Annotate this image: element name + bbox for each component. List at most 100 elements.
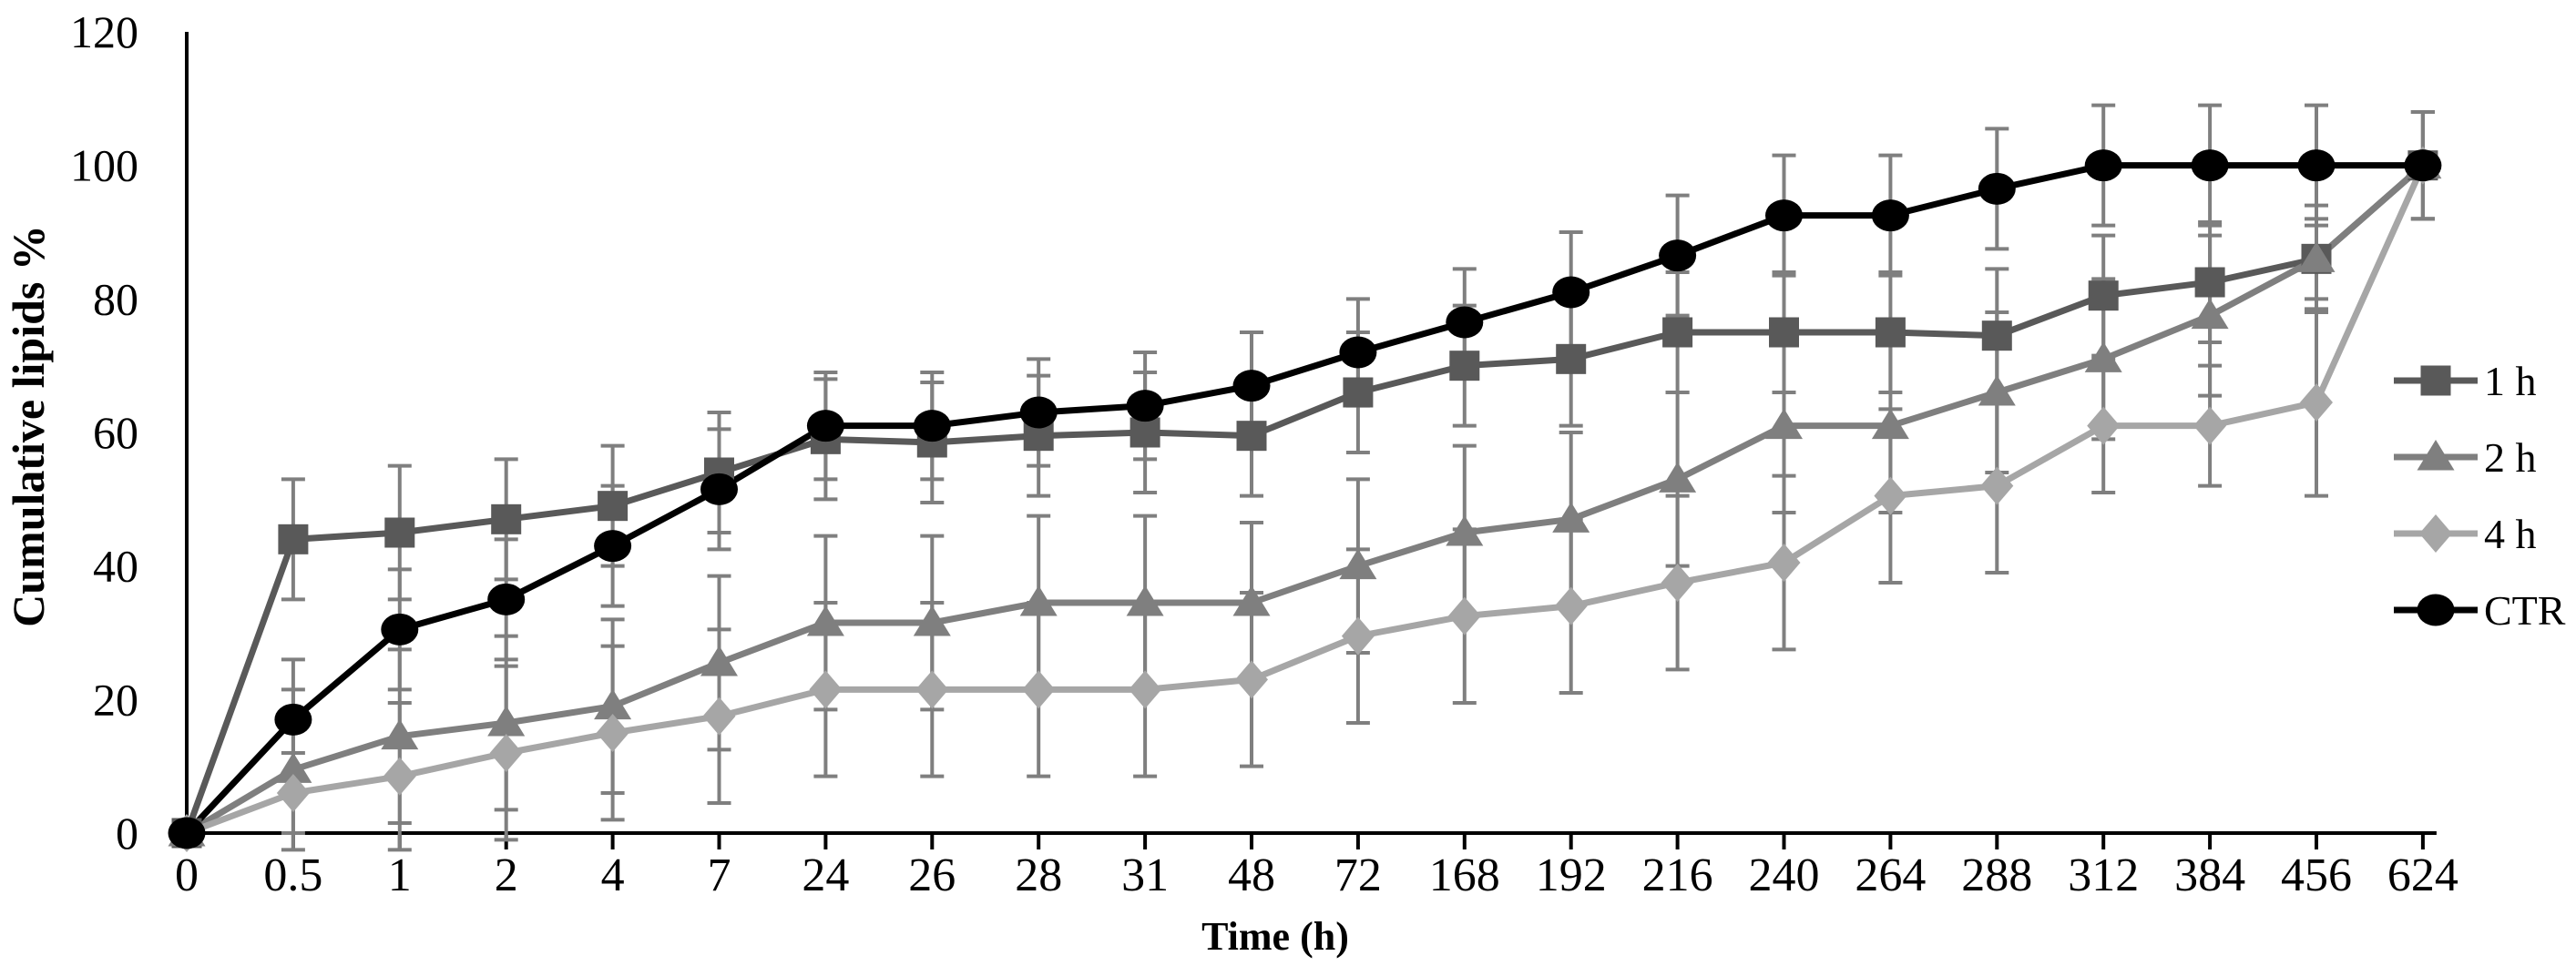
marker-circle bbox=[381, 613, 419, 646]
marker-triangle bbox=[381, 718, 419, 750]
marker-square bbox=[2088, 280, 2119, 311]
marker-diamond bbox=[1554, 586, 1588, 625]
legend-item: CTR bbox=[2394, 587, 2566, 634]
marker-triangle bbox=[2084, 341, 2122, 372]
marker-triangle bbox=[1765, 408, 1803, 440]
marker-circle bbox=[1765, 199, 1803, 232]
marker-triangle bbox=[700, 646, 738, 676]
marker-square bbox=[598, 491, 629, 522]
marker-diamond bbox=[1767, 544, 1801, 582]
marker-square bbox=[1236, 421, 1267, 452]
marker-square bbox=[2420, 365, 2451, 396]
x-tick-label: 1 bbox=[388, 849, 412, 901]
marker-circle bbox=[1552, 276, 1590, 309]
x-tick-label: 31 bbox=[1121, 849, 1169, 901]
series-markers-2-h bbox=[168, 147, 2442, 847]
marker-diamond bbox=[2193, 406, 2227, 445]
marker-triangle bbox=[1232, 585, 1271, 616]
x-tick-label: 168 bbox=[1429, 849, 1500, 901]
marker-diamond bbox=[2087, 406, 2121, 445]
marker-diamond bbox=[1129, 670, 1162, 709]
marker-square bbox=[1130, 417, 1160, 448]
y-tick-label: 100 bbox=[70, 140, 138, 191]
marker-diamond bbox=[915, 670, 949, 709]
y-tick-label: 40 bbox=[93, 541, 138, 592]
marker-diamond bbox=[1980, 466, 2014, 505]
marker-circle bbox=[2084, 149, 2122, 182]
legend-item: 2 h bbox=[2394, 434, 2537, 481]
series-lines-layer bbox=[183, 162, 2427, 837]
marker-triangle bbox=[1339, 548, 1377, 580]
marker-triangle bbox=[2297, 241, 2336, 272]
marker-triangle bbox=[594, 688, 632, 720]
marker-triangle bbox=[1126, 585, 1164, 616]
marker-diamond bbox=[702, 697, 736, 736]
marker-diamond bbox=[1022, 670, 1056, 709]
marker-diamond bbox=[2300, 383, 2333, 422]
legend: 1 h 2 h 4 h CTR bbox=[2394, 358, 2566, 634]
y-axis-title: Cumulative lipids % bbox=[3, 225, 54, 627]
marker-circle bbox=[2297, 149, 2336, 182]
marker-triangle bbox=[2417, 440, 2455, 471]
y-tick-label: 0 bbox=[116, 808, 138, 859]
marker-circle bbox=[913, 410, 951, 442]
marker-circle bbox=[1019, 396, 1058, 429]
x-tick-label: 624 bbox=[2387, 849, 2458, 901]
marker-triangle bbox=[1871, 408, 1909, 440]
y-tick-label: 60 bbox=[93, 407, 138, 458]
series-markers-ctr bbox=[168, 149, 2442, 849]
x-tick-label: 2 bbox=[495, 849, 518, 901]
marker-circle bbox=[1659, 239, 1697, 272]
marker-square bbox=[1981, 320, 2012, 351]
marker-diamond bbox=[383, 757, 416, 796]
legend-item: 1 h bbox=[2394, 358, 2537, 404]
marker-diamond bbox=[809, 670, 843, 709]
y-tick-label: 80 bbox=[93, 273, 138, 324]
x-tick-label: 0.5 bbox=[263, 849, 322, 901]
marker-square bbox=[1769, 317, 1799, 348]
marker-square bbox=[1449, 351, 1480, 381]
marker-diamond bbox=[1447, 596, 1481, 636]
marker-circle bbox=[1871, 199, 1909, 232]
y-tick-label: 20 bbox=[93, 674, 138, 725]
series-line-4-h bbox=[183, 162, 2427, 837]
x-tick-label: 4 bbox=[601, 849, 625, 901]
marker-square bbox=[1343, 377, 1374, 408]
marker-circle bbox=[700, 473, 738, 505]
marker-circle bbox=[487, 583, 526, 615]
x-tick-label: 456 bbox=[2281, 849, 2352, 901]
marker-square bbox=[491, 503, 522, 534]
marker-square bbox=[278, 524, 309, 554]
legend-label: CTR bbox=[2484, 587, 2566, 634]
marker-diamond bbox=[1235, 660, 1268, 699]
y-tick-labels: 0 20 40 60 80 100 120 bbox=[70, 6, 138, 859]
x-tick-label: 48 bbox=[1228, 849, 1275, 901]
x-tick-label: 384 bbox=[2174, 849, 2245, 901]
legend-label: 2 h bbox=[2484, 434, 2537, 481]
marker-triangle bbox=[1978, 375, 2016, 406]
marker-square bbox=[2194, 267, 2225, 298]
marker-diamond bbox=[489, 734, 523, 772]
marker-square bbox=[384, 517, 415, 548]
x-tick-labels: 0 0.5 1 2 4 7 24 26 28 31 48 72 168 192 216 240 264 288 31… bbox=[175, 849, 2458, 901]
marker-circle bbox=[2417, 594, 2455, 626]
legend-label: 4 h bbox=[2484, 511, 2537, 557]
marker-diamond bbox=[1874, 476, 1907, 515]
marker-triangle bbox=[1019, 585, 1058, 616]
marker-circle bbox=[1339, 336, 1377, 369]
marker-circle bbox=[274, 703, 312, 736]
x-tick-label: 24 bbox=[802, 849, 849, 901]
marker-triangle bbox=[913, 605, 951, 636]
marker-square bbox=[1556, 343, 1587, 374]
marker-triangle bbox=[806, 605, 844, 636]
legend-label: 1 h bbox=[2484, 358, 2537, 404]
marker-triangle bbox=[487, 706, 526, 737]
marker-circle bbox=[806, 410, 844, 442]
x-tick-label: 312 bbox=[2068, 849, 2139, 901]
series-line-2-h bbox=[183, 162, 2427, 837]
marker-square bbox=[1662, 317, 1693, 348]
x-tick-label: 0 bbox=[175, 849, 199, 901]
marker-triangle bbox=[274, 752, 312, 783]
markers-layer bbox=[168, 146, 2442, 852]
